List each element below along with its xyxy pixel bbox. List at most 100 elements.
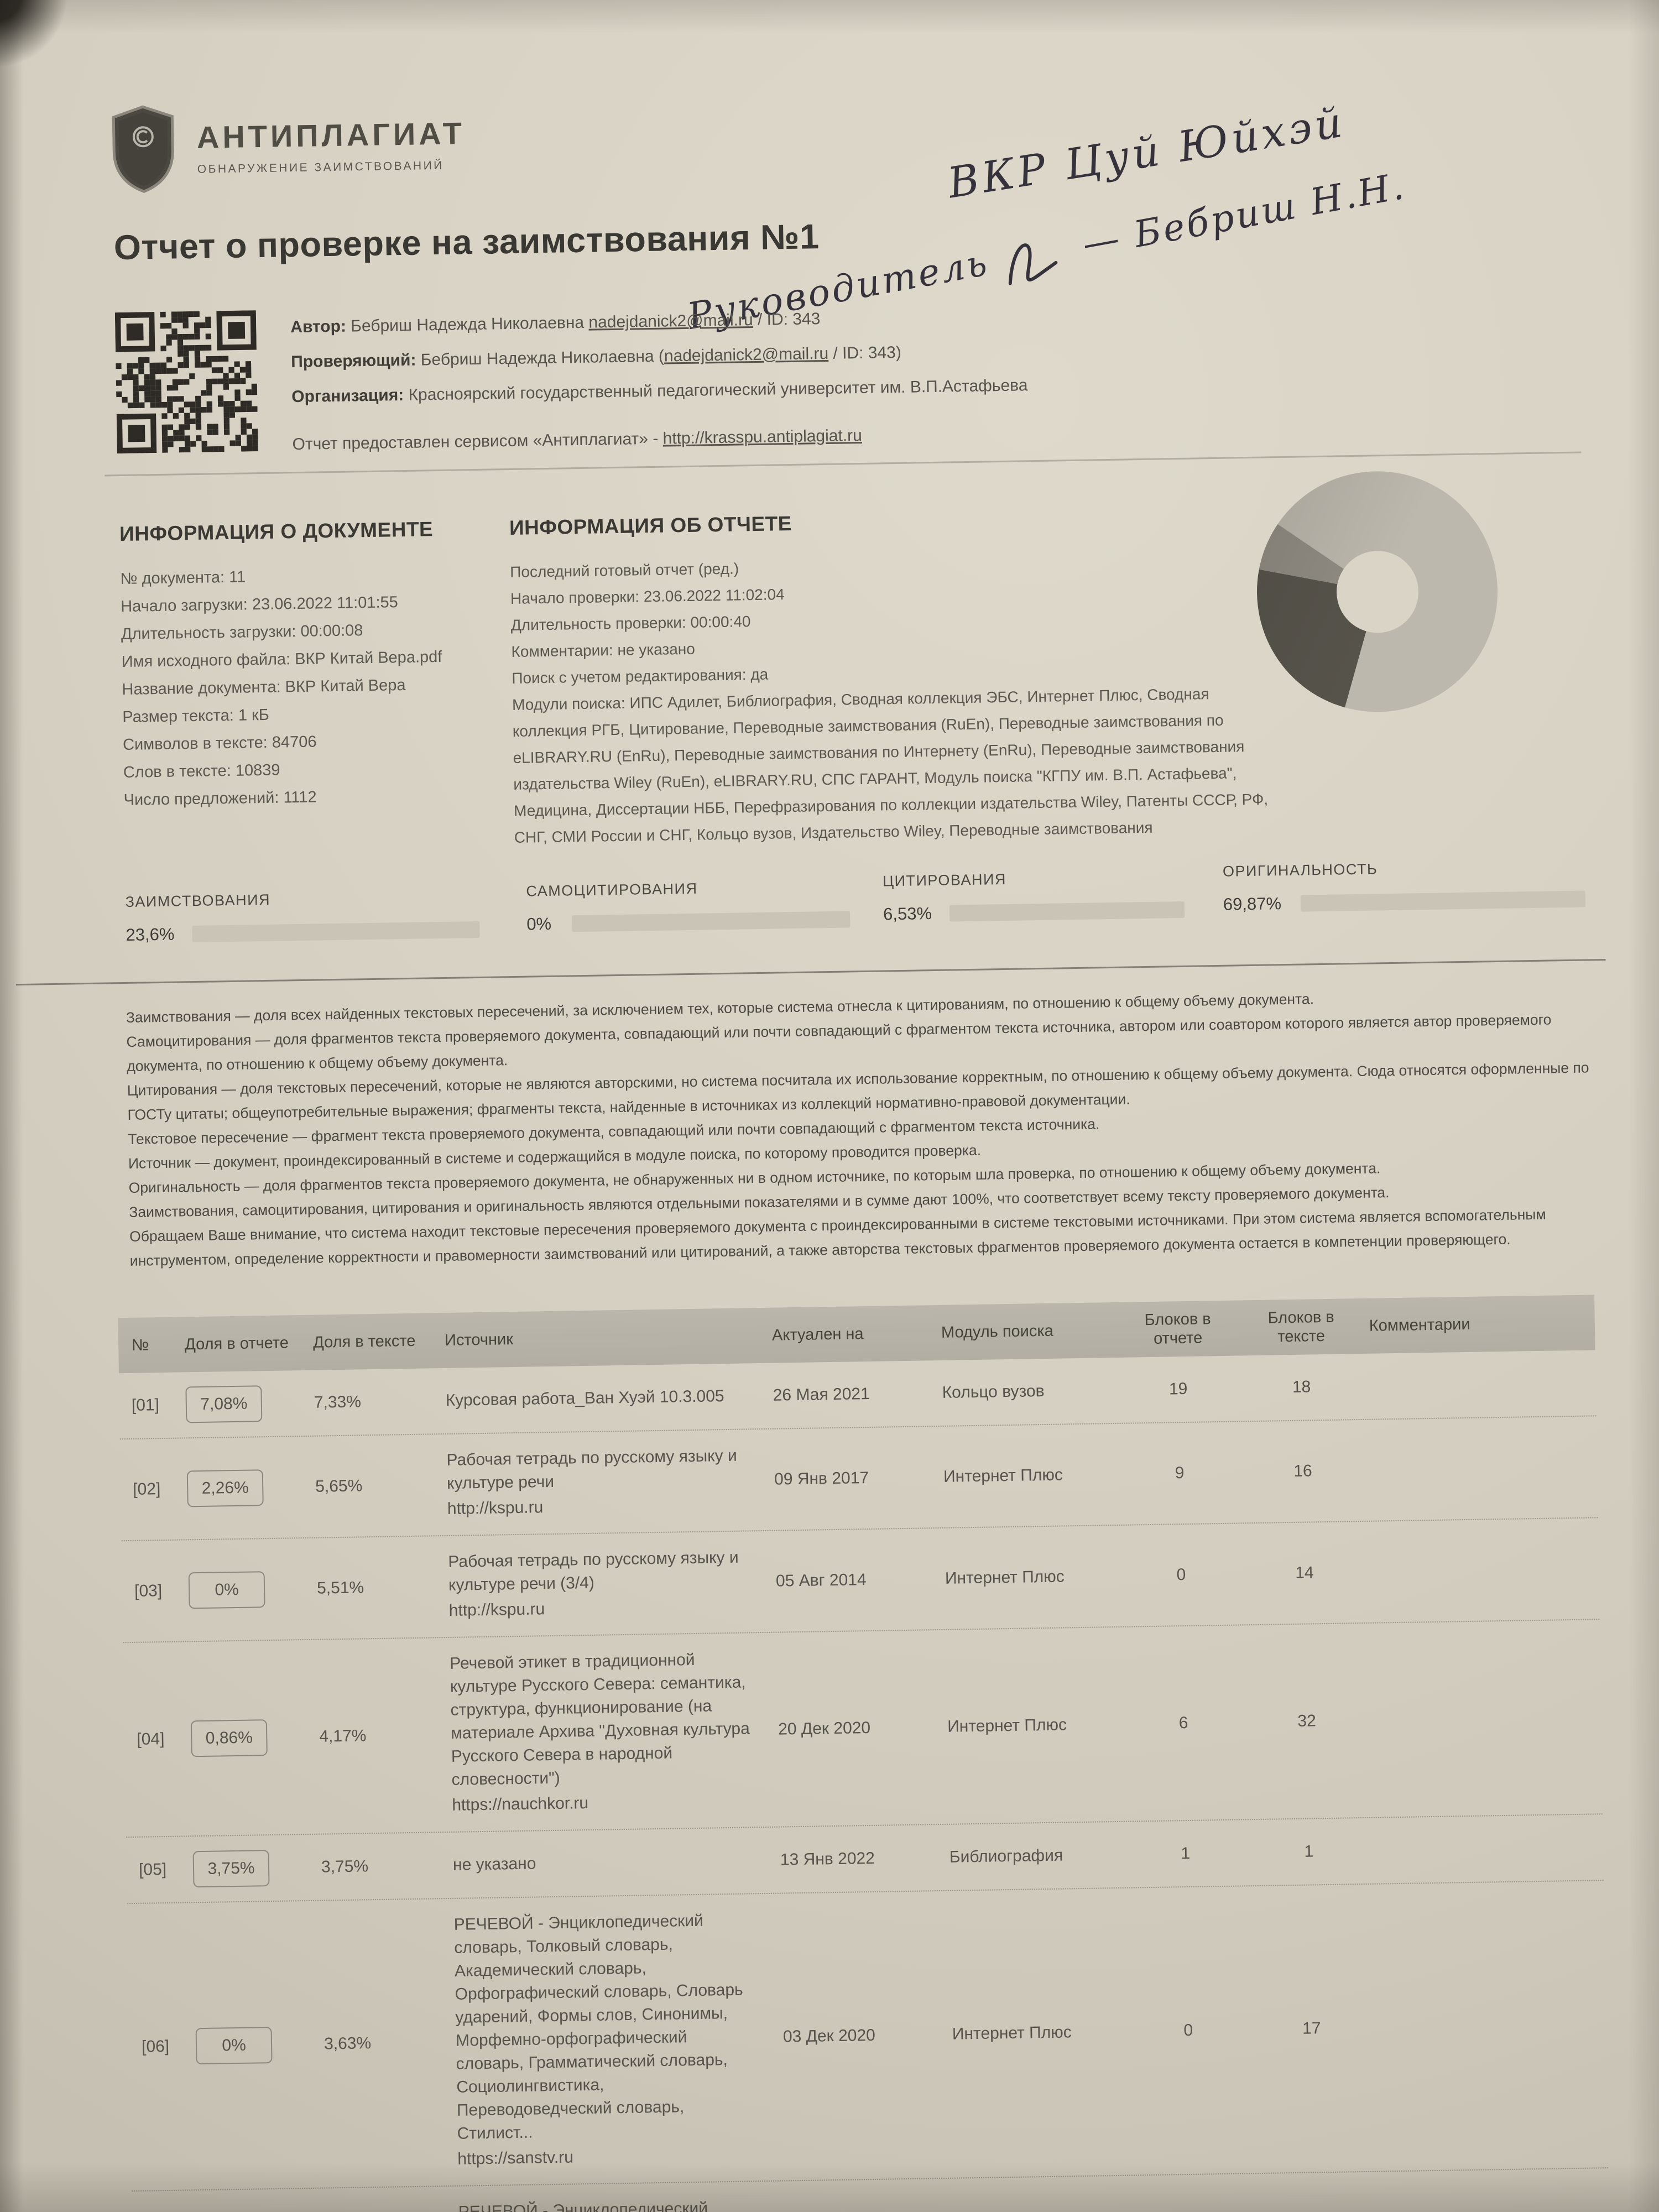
actual-date: 20 Дек 2020 (778, 1718, 871, 1739)
metric-bar-track (1300, 890, 1586, 912)
metric-value: 6,53% (883, 904, 932, 924)
col-header-comments: Комментарии (1369, 1315, 1470, 1335)
col-header-blocks-report: Блоков в отчете (1144, 1310, 1211, 1348)
source-link: https://nauchkor.ru (452, 1794, 589, 1814)
organization-value: Красноярский государственный педагогичес… (408, 376, 1028, 404)
search-module: Интернет Плюс (943, 1465, 1063, 1486)
share-report-box: 0% (195, 2027, 273, 2065)
comment (1370, 1452, 1598, 1484)
source-title: РЕЧЕВОЙ - Энциклопедический словарь, Тол… (458, 2199, 708, 2212)
reviewer-line: Проверяющий: Бебриш Надежда Николаевна (… (291, 338, 1076, 374)
reviewer-name: Бебриш Надежда Николаевна ( (420, 347, 665, 369)
signature-stroke (1008, 243, 1058, 285)
search-module: Интернет Плюс (947, 1715, 1067, 1736)
table-row: [06] 0% 3,63% РЕЧЕВОЙ - Энциклопедически… (127, 1881, 1608, 2192)
comment (1369, 1368, 1596, 1400)
metric-self-citations: САМОЦИТИРОВАНИЯ 0% (526, 878, 851, 934)
blocks-in-report: 1 (1181, 1844, 1191, 1863)
reviewer-id: / ID: 343) (828, 343, 902, 363)
share-report-box: 0,86% (190, 1719, 268, 1757)
row-num: [04] (137, 1730, 165, 1749)
metric-bar-track (572, 911, 851, 932)
metric-value: 0% (526, 914, 552, 934)
share-report-box: 2,26% (186, 1469, 264, 1507)
author-name: Бебриш Надежда Николаевна (350, 313, 589, 336)
search-module: Интернет Плюс (945, 1567, 1065, 1588)
search-module: Библиография (949, 1846, 1063, 1866)
author-id: / ID: 343 (753, 310, 821, 330)
metric-borrowings: ЗАИМСТВОВАНИЯ 23,6% (125, 888, 480, 945)
blocks-in-text: 14 (1295, 1563, 1314, 1582)
share-text: 5,51% (316, 1578, 364, 1598)
source-link: http://kspu.ru (447, 1498, 544, 1518)
share-report-box: 7,08% (185, 1385, 263, 1423)
row-num: [05] (138, 1860, 167, 1879)
service-prefix: Отчет предоставлен сервисом «Антиплагиат… (292, 429, 663, 454)
col-header-num: № (131, 1336, 149, 1354)
source-text: РЕЧЕВОЙ - Энциклопедический словарь, Тол… (453, 1911, 743, 2143)
search-module: Интернет Плюс (952, 2023, 1072, 2043)
doc-info-line: Имя исходного файла: ВКР Китай Вера.pdf (121, 648, 442, 671)
author-email-link: nadejdanick2@mail.ru (588, 311, 753, 332)
antiplagiat-logo: АНТИПЛАГИАТ ОБНАРУЖЕНИЕ ЗАИМСТВОВАНИЙ (110, 100, 466, 194)
search-module: Кольцо вузов (942, 1381, 1045, 1402)
search-modules-line: Модули поиска: ИПС Адилет, Библиография,… (512, 685, 1269, 846)
col-header-share-text: Доля в тексте (312, 1332, 416, 1352)
blocks-in-report: 0 (1176, 1566, 1186, 1584)
share-text: 5,65% (315, 1477, 363, 1496)
report-info-list: Последний готовый отчет (ред.) Начало пр… (510, 547, 1272, 851)
blocks-in-text: 32 (1297, 1712, 1317, 1730)
service-url-link: http://krasspu.antiplagiat.ru (662, 426, 863, 448)
metric-bar-track (949, 901, 1185, 922)
originality-donut (1255, 469, 1500, 714)
col-header-date: Актуален на (771, 1325, 864, 1344)
metric-label: САМОЦИТИРОВАНИЯ (526, 880, 698, 900)
blocks-in-text: 1 (1304, 1842, 1314, 1861)
metric-label: ОРИГИНАЛЬНОСТЬ (1222, 860, 1378, 880)
document-info-heading: ИНФОРМАЦИЯ О ДОКУМЕНТЕ (119, 518, 434, 546)
source-text: Рабочая тетрадь по русскому языку и куль… (446, 1446, 737, 1493)
definitions-block: Заимствования — доля всех найденных текс… (126, 982, 1595, 1273)
qr-code (114, 310, 258, 454)
share-report-box: 3,75% (192, 1850, 270, 1888)
col-header-share-report: Доля в отчете (184, 1334, 289, 1354)
source-title: Рабочая тетрадь по русскому языку и куль… (445, 1430, 774, 1535)
source-title: Рабочая тетрадь по русскому языку и куль… (447, 1531, 776, 1637)
metric-value: 69,87% (1223, 894, 1282, 914)
handwritten-supervisor-note: Руководитель — Бебриш Н.Н. (684, 163, 1409, 338)
row-num: [06] (141, 2037, 170, 2056)
section-divider (15, 958, 1606, 986)
metric-value: 23,6% (126, 924, 175, 945)
metric-label: ЦИТИРОВАНИЯ (882, 870, 1007, 890)
share-report-box: 0% (188, 1571, 265, 1609)
brand-tagline: ОБНАРУЖЕНИЕ ЗАИМСТВОВАНИЙ (197, 159, 444, 176)
actual-date: 13 Янв 2022 (780, 1849, 875, 1869)
blocks-in-text: 18 (1292, 1378, 1311, 1396)
blocks-in-report: 9 (1175, 1464, 1185, 1483)
report-info-heading: ИНФОРМАЦИЯ ОБ ОТЧЕТЕ (509, 512, 792, 539)
doc-info-line: Число предложений: 1112 (123, 788, 317, 809)
source-link: https://sanstv.ru (457, 2148, 574, 2168)
organization-line: Организация: Красноярский государственны… (291, 373, 1077, 409)
metric-bar-track (192, 921, 480, 943)
source-link: http://kspu.ru (448, 1600, 545, 1620)
reviewer-email-link: nadejdanick2@mail.ru (664, 344, 829, 366)
comment (1374, 1702, 1601, 1734)
report-meta: Автор: Бебриш Надежда Николаевна nadejda… (290, 304, 1078, 468)
comment (1376, 1833, 1603, 1865)
organization-label: Организация: (291, 385, 404, 406)
blocks-in-report: 6 (1178, 1713, 1188, 1733)
blocks-in-report: 19 (1168, 1379, 1188, 1399)
author-line: Автор: Бебриш Надежда Николаевна nadejda… (290, 304, 1076, 339)
source-text: Рабочая тетрадь по русскому языку и куль… (448, 1548, 739, 1594)
author-label: Автор: (290, 317, 347, 337)
table-row: [04] 0,86% 4,17% Речевой этикет в традиц… (123, 1620, 1603, 1838)
share-text: 3,63% (324, 2034, 372, 2053)
metric-originality: ОРИГИНАЛЬНОСТЬ 69,87% (1222, 858, 1586, 915)
source-text: Речевой этикет в традиционной культуре Р… (450, 1650, 750, 1789)
actual-date: 05 Авг 2014 (775, 1571, 867, 1590)
col-header-module: Модуль поиска (941, 1322, 1054, 1342)
share-text: 4,17% (319, 1726, 367, 1746)
logo-text: АНТИПЛАГИАТ ОБНАРУЖЕНИЕ ЗАИМСТВОВАНИЙ (196, 115, 466, 176)
